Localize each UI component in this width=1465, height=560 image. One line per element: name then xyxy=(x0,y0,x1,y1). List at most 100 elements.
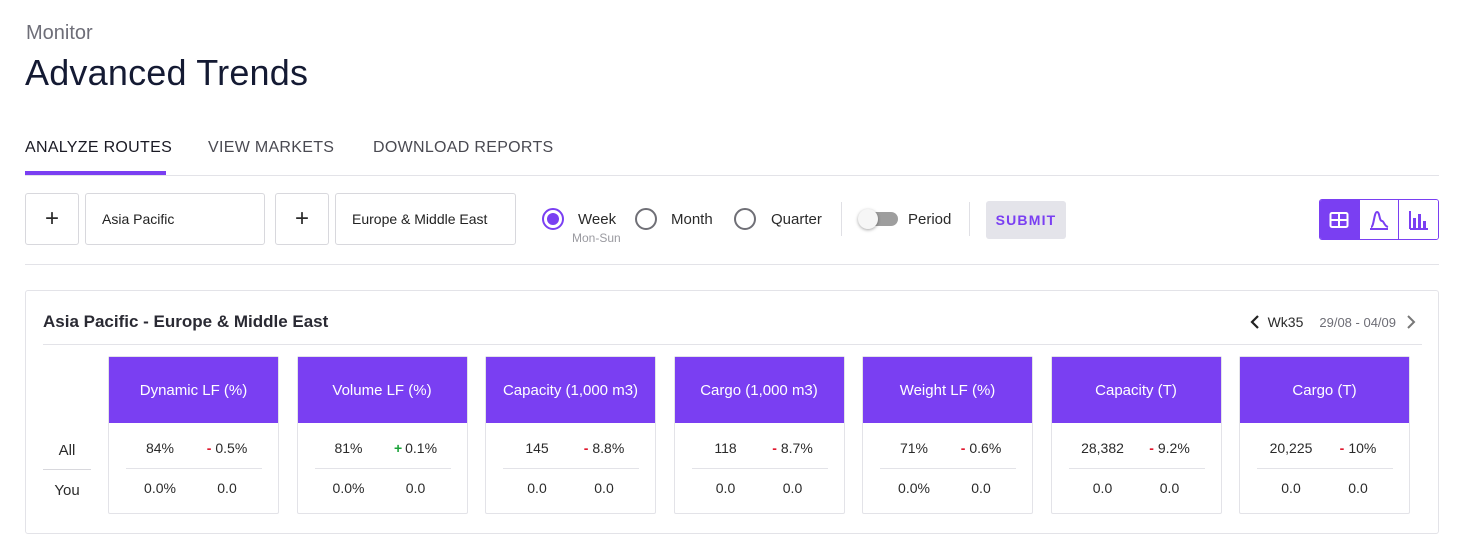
change-value: 10% xyxy=(1348,440,1377,456)
change-value: 0.1% xyxy=(405,440,438,456)
metric-you-change: 0.0 xyxy=(1348,480,1368,496)
decrease-sign: - xyxy=(1149,440,1154,456)
decrease-sign: - xyxy=(960,440,966,456)
page-supertitle: Monitor xyxy=(26,22,93,44)
metric-row-all: 20,225 -10% xyxy=(1240,440,1409,460)
metric-tile: Capacity (1,000 m3) 145 -8.8% 0.0 0.0 xyxy=(485,356,656,514)
metric-all-value: 118 xyxy=(714,440,737,456)
metric-all-change: -10% xyxy=(1325,440,1391,456)
change-value: 9.2% xyxy=(1157,440,1190,456)
metric-you-value: 0.0% xyxy=(898,480,930,496)
metric-all-change: -8.8% xyxy=(571,440,637,456)
origin-region-field[interactable]: Asia Pacific xyxy=(85,193,265,245)
tab-analyze-routes[interactable]: ANALYZE ROUTES xyxy=(25,139,173,156)
metric-all-value: 20,225 xyxy=(1269,440,1313,456)
period-toggle[interactable] xyxy=(858,209,898,229)
week-label: Wk35 xyxy=(1267,314,1304,330)
metric-you-value: 0.0% xyxy=(144,480,176,496)
change-value: 0.5% xyxy=(215,440,248,456)
active-tab-indicator xyxy=(25,171,166,175)
toolbar-divider xyxy=(969,202,970,236)
quarter-radio-label[interactable]: Quarter xyxy=(771,211,822,228)
quarter-radio[interactable] xyxy=(734,208,756,230)
metric-row-you: 0.0 0.0 xyxy=(486,480,655,500)
metric-header: Capacity (T) xyxy=(1051,357,1221,423)
change-value: 0.6% xyxy=(969,440,1002,456)
tab-download-reports[interactable]: DOWNLOAD REPORTS xyxy=(373,139,554,156)
metric-you-change: 0.0 xyxy=(1159,480,1180,496)
week-navigator: Wk35 29/08 - 04/09 xyxy=(1250,312,1416,332)
metric-header: Cargo (1,000 m3) xyxy=(674,357,844,423)
metric-row-divider xyxy=(880,468,1016,469)
metric-you-change: 0.0 xyxy=(971,480,991,496)
metric-tile: Volume LF (%) 81% +0.1% 0.0% 0.0 xyxy=(296,356,468,514)
metric-all-change: -0.5% xyxy=(194,440,260,456)
page-title: Advanced Trends xyxy=(25,52,309,93)
destination-region-field[interactable]: Europe & Middle East xyxy=(335,193,516,245)
metric-you-value: 0.0 xyxy=(1281,480,1301,496)
row-label-you: You xyxy=(54,482,80,499)
metric-row-all: 145 -8.8% xyxy=(486,440,655,460)
metric-all-value: 145 xyxy=(525,440,549,456)
decrease-sign: - xyxy=(583,440,589,456)
view-toggle-group xyxy=(1319,199,1439,240)
metric-row-you: 0.0% 0.0 xyxy=(298,480,467,500)
chevron-left-icon xyxy=(1250,315,1259,329)
metric-tile: Cargo (1,000 m3) 118 -8.7% 0.0 0.0 xyxy=(673,356,845,514)
increase-sign: + xyxy=(393,440,403,456)
submit-button[interactable]: SUBMIT xyxy=(986,201,1066,239)
toolbar-divider xyxy=(841,202,842,236)
curve-view-button[interactable] xyxy=(1359,200,1400,239)
decrease-sign: - xyxy=(206,440,212,456)
metric-header: Volume LF (%) xyxy=(297,357,467,423)
bar-view-button[interactable] xyxy=(1399,200,1438,239)
week-radio[interactable] xyxy=(542,208,564,230)
metric-you-value: 0.0 xyxy=(715,480,736,496)
metric-you-change: 0.0 xyxy=(405,480,426,496)
row-label-all: All xyxy=(58,442,76,459)
bar-chart-icon xyxy=(1408,210,1428,230)
decrease-sign: - xyxy=(772,440,777,456)
metric-you-value: 0.0% xyxy=(332,480,365,496)
month-radio-label[interactable]: Month xyxy=(671,211,713,228)
metric-row-all: 71% -0.6% xyxy=(863,440,1032,460)
metric-row-divider xyxy=(314,468,451,469)
metric-all-value: 71% xyxy=(899,440,929,456)
add-destination-button[interactable]: + xyxy=(275,193,329,245)
chevron-right-icon xyxy=(1407,315,1416,329)
metric-tile: Dynamic LF (%) 84% -0.5% 0.0% 0.0 xyxy=(108,356,279,514)
previous-week-button[interactable] xyxy=(1250,315,1262,329)
metric-row-divider xyxy=(1068,468,1205,469)
metric-row-all: 81% +0.1% xyxy=(298,440,467,460)
tab-view-markets[interactable]: VIEW MARKETS xyxy=(208,139,335,156)
metric-row-you: 0.0 0.0 xyxy=(1052,480,1221,500)
change-value: 8.8% xyxy=(592,440,625,456)
metric-row-you: 0.0% 0.0 xyxy=(863,480,1032,500)
metric-row-divider xyxy=(691,468,828,469)
metric-you-change: 0.0 xyxy=(782,480,803,496)
metric-tile: Cargo (T) 20,225 -10% 0.0 0.0 xyxy=(1239,356,1410,514)
week-radio-label[interactable]: Week xyxy=(578,211,617,228)
metric-tile: Capacity (T) 28,382 -9.2% 0.0 0.0 xyxy=(1050,356,1222,514)
date-range: 29/08 - 04/09 xyxy=(1319,314,1396,330)
metric-you-change: 0.0 xyxy=(217,480,237,496)
metric-all-value: 84% xyxy=(145,440,175,456)
week-range-hint: Mon-Sun xyxy=(572,231,621,245)
radio-selected-dot xyxy=(547,213,559,225)
metric-all-value: 28,382 xyxy=(1081,440,1124,456)
toggle-thumb xyxy=(858,209,878,229)
metric-you-change: 0.0 xyxy=(594,480,614,496)
month-radio[interactable] xyxy=(635,208,657,230)
metric-you-value: 0.0 xyxy=(527,480,547,496)
metric-all-change: -8.7% xyxy=(760,440,826,456)
metric-row-all: 28,382 -9.2% xyxy=(1052,440,1221,460)
metric-all-change: -0.6% xyxy=(948,440,1014,456)
metric-row-divider xyxy=(1257,468,1393,469)
row-label-divider xyxy=(43,469,91,470)
route-toolbar: + Asia Pacific + Europe & Middle East We… xyxy=(25,193,1439,265)
route-title: Asia Pacific - Europe & Middle East xyxy=(43,312,329,331)
next-week-button[interactable] xyxy=(1404,315,1416,329)
metric-row-divider xyxy=(126,468,262,469)
table-view-button[interactable] xyxy=(1320,200,1360,239)
add-origin-button[interactable]: + xyxy=(25,193,79,245)
